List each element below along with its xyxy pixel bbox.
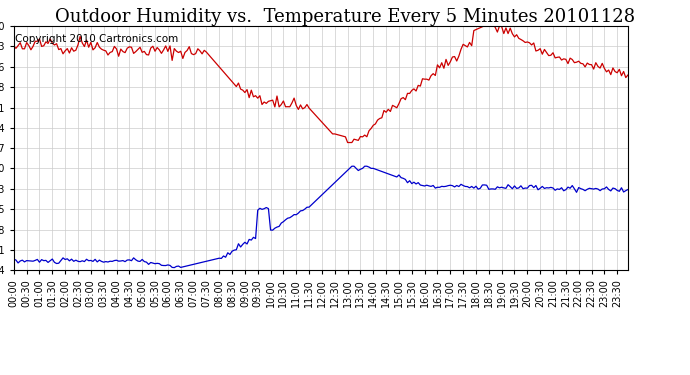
Text: Copyright 2010 Cartronics.com: Copyright 2010 Cartronics.com xyxy=(15,34,178,44)
Text: Outdoor Humidity vs.  Temperature Every 5 Minutes 20101128: Outdoor Humidity vs. Temperature Every 5… xyxy=(55,8,635,26)
